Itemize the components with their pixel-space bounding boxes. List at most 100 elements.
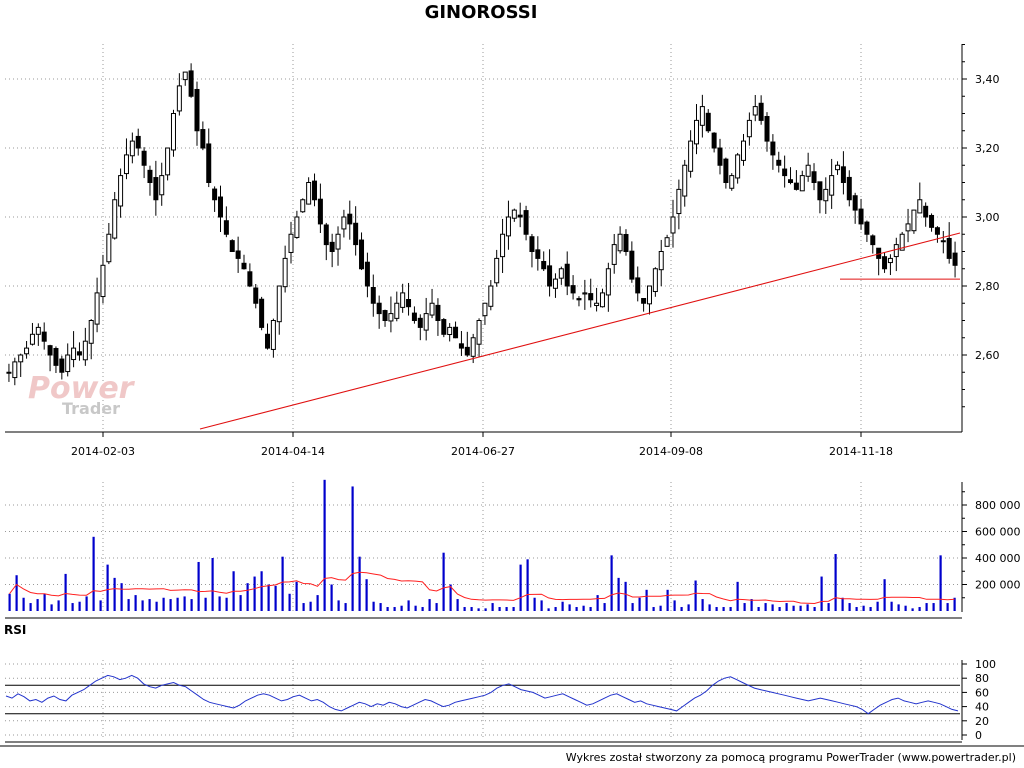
volume-y-tick-label: 200 000 bbox=[975, 579, 1021, 592]
volume-bar bbox=[561, 601, 564, 611]
candle-body bbox=[106, 233, 112, 263]
candle-body bbox=[482, 302, 488, 317]
volume-bar bbox=[246, 583, 249, 611]
candle-body bbox=[799, 175, 805, 192]
volume-bar bbox=[526, 559, 529, 611]
candle-body bbox=[934, 227, 940, 235]
volume-bar bbox=[36, 599, 39, 611]
candle-body bbox=[411, 312, 417, 321]
volume-bar bbox=[463, 607, 466, 611]
volume-bar bbox=[351, 486, 354, 611]
candle-body bbox=[676, 188, 682, 215]
grid-lines bbox=[5, 44, 960, 740]
volume-bar bbox=[281, 556, 284, 611]
candle-body bbox=[47, 345, 53, 356]
candle-body bbox=[523, 210, 529, 235]
volume-bar bbox=[792, 605, 795, 611]
volume-bar bbox=[953, 597, 956, 611]
candle-body bbox=[259, 298, 265, 328]
rsi-y-tick-label: 0 bbox=[975, 729, 982, 742]
volume-bar bbox=[575, 607, 578, 611]
volume-bar bbox=[78, 601, 81, 611]
candle-body bbox=[887, 257, 893, 264]
volume-bar bbox=[267, 584, 270, 611]
volume-bar bbox=[687, 604, 690, 611]
candle-body bbox=[118, 175, 124, 207]
volume-bar bbox=[505, 607, 508, 611]
volume-bar bbox=[29, 603, 32, 611]
candle-body bbox=[12, 361, 18, 379]
volume-bar bbox=[421, 607, 424, 611]
candle-body bbox=[329, 241, 335, 253]
volume-bar bbox=[120, 583, 123, 611]
volume-bar bbox=[568, 604, 571, 611]
volume-bar bbox=[869, 607, 872, 611]
volume-average-line bbox=[9, 571, 955, 605]
volume-bar bbox=[113, 577, 116, 611]
candle-body bbox=[617, 233, 623, 252]
volume-bar bbox=[883, 579, 886, 611]
candle-body bbox=[705, 112, 711, 132]
candle-body bbox=[688, 140, 694, 172]
rsi-panel-label: RSI bbox=[4, 623, 27, 637]
candle-body bbox=[129, 140, 135, 157]
candle-body bbox=[511, 209, 517, 219]
candle-body bbox=[406, 299, 412, 308]
volume-bar bbox=[799, 605, 802, 611]
candle-body bbox=[570, 285, 576, 294]
candle-body bbox=[664, 237, 670, 247]
volume-bar bbox=[428, 599, 431, 611]
candle-body bbox=[306, 182, 312, 205]
candle-body bbox=[623, 233, 629, 253]
volume-bar bbox=[491, 603, 494, 611]
candle-body bbox=[746, 119, 752, 138]
volume-bar bbox=[946, 603, 949, 611]
candle-body bbox=[494, 257, 500, 284]
candle-body bbox=[829, 175, 835, 196]
volume-bar bbox=[540, 600, 543, 611]
volume-bar bbox=[484, 608, 487, 611]
candle-body bbox=[423, 313, 429, 331]
candle-body bbox=[646, 285, 652, 305]
candle-body bbox=[24, 347, 30, 355]
volume-bar bbox=[862, 605, 865, 611]
candle-body bbox=[400, 292, 406, 308]
volume-bar bbox=[729, 607, 732, 611]
volume-bar bbox=[624, 581, 627, 611]
candle-body bbox=[470, 337, 476, 357]
volume-bar bbox=[680, 607, 683, 611]
volume-bar bbox=[743, 603, 746, 611]
volume-bar bbox=[659, 605, 662, 611]
volume-bar bbox=[239, 595, 242, 611]
candle-body bbox=[229, 240, 235, 253]
rsi-line bbox=[5, 674, 959, 715]
candle-body bbox=[288, 233, 294, 253]
volume-bar bbox=[806, 604, 809, 611]
price-y-tick-label: 3,20 bbox=[975, 142, 1000, 155]
volume-y-tick-label: 600 000 bbox=[975, 526, 1021, 539]
candle-body bbox=[388, 313, 394, 322]
candle-body bbox=[65, 354, 71, 373]
rsi-y-tick-label: 80 bbox=[975, 672, 989, 685]
volume-bar bbox=[358, 556, 361, 611]
candle-body bbox=[505, 216, 511, 237]
candle-body bbox=[370, 286, 376, 304]
candle-body bbox=[500, 233, 506, 258]
candle-body bbox=[652, 268, 658, 293]
candle-body bbox=[182, 71, 188, 81]
candle-body bbox=[53, 348, 59, 366]
watermark-power-text: Power bbox=[28, 371, 136, 406]
volume-y-tick-label: 800 000 bbox=[975, 499, 1021, 512]
rsi-y-tick-label: 100 bbox=[975, 658, 996, 671]
candle-body bbox=[641, 298, 647, 304]
candle-body bbox=[241, 262, 247, 270]
candle-body bbox=[429, 302, 435, 316]
candle-body bbox=[147, 169, 153, 184]
price-y-tick-label: 3,40 bbox=[975, 73, 1000, 86]
volume-bar bbox=[925, 603, 928, 611]
volume-bar bbox=[71, 603, 74, 611]
candle-body bbox=[711, 132, 717, 149]
price-annotations bbox=[199, 232, 961, 430]
candle-body bbox=[682, 164, 688, 197]
